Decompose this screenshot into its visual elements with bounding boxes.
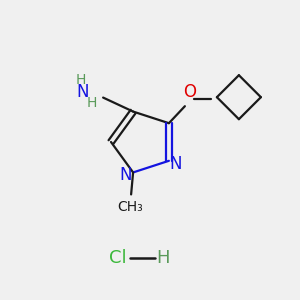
Text: Cl: Cl bbox=[109, 249, 127, 267]
Text: O: O bbox=[183, 83, 196, 101]
Text: N: N bbox=[120, 167, 132, 184]
Text: N: N bbox=[77, 82, 89, 100]
Text: N: N bbox=[169, 155, 182, 173]
Text: CH₃: CH₃ bbox=[117, 200, 143, 214]
Text: H: H bbox=[156, 249, 170, 267]
Text: H: H bbox=[87, 96, 97, 110]
Text: H: H bbox=[76, 73, 86, 87]
